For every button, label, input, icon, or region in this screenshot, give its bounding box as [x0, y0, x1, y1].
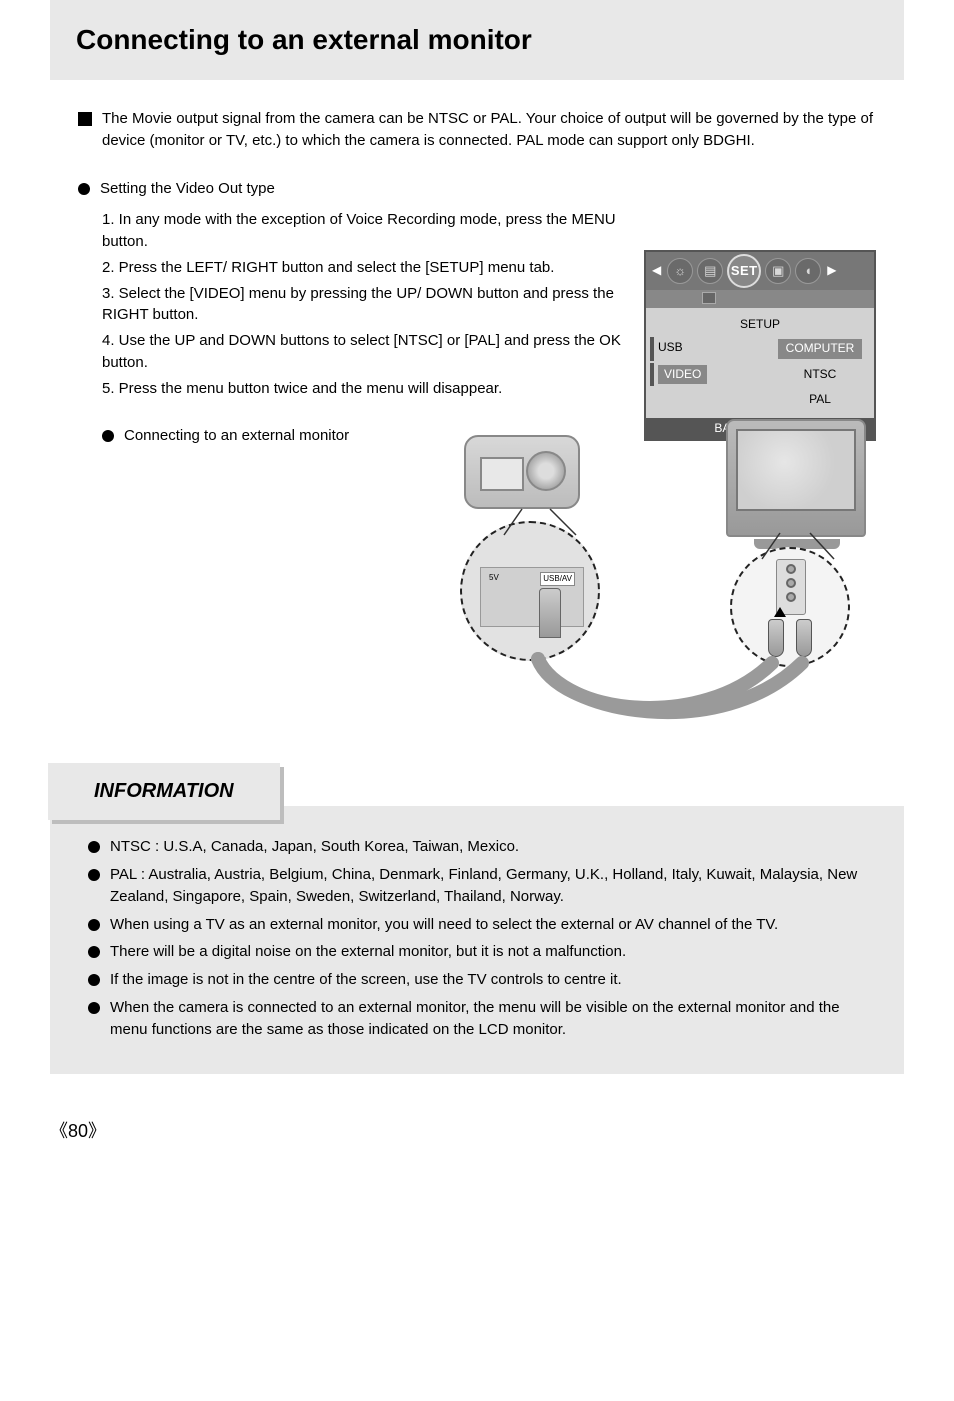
info-box: NTSC : U.S.A, Canada, Japan, South Korea… [50, 806, 904, 1074]
info-item: When using a TV as an external monitor, … [88, 914, 878, 936]
info-title: INFORMATION [48, 763, 280, 820]
set-icon: SET [727, 254, 761, 288]
menu-row-video: VIDEO NTSC [652, 363, 868, 386]
info-item: NTSC : U.S.A, Canada, Japan, South Korea… [88, 836, 878, 858]
square-bullet-icon [78, 112, 92, 126]
round-bullet-icon [88, 841, 100, 853]
image-icon: ▤ [697, 258, 723, 284]
menu-row-usb: USB COMPUTER [652, 337, 868, 360]
round-bullet-icon [88, 946, 100, 958]
info-text-4: If the image is not in the centre of the… [110, 969, 878, 991]
round-bullet-icon [78, 183, 90, 195]
step-1: 1. In any mode with the exception of Voi… [102, 209, 644, 253]
right-arrow-icon: ▶ [825, 262, 838, 279]
info-text-0: NTSC : U.S.A, Canada, Japan, South Korea… [110, 836, 878, 858]
sound-icon: ◖ [795, 258, 821, 284]
cable-path [450, 413, 870, 723]
globe-icon: ☼ [667, 258, 693, 284]
round-bullet-icon [88, 1002, 100, 1014]
info-text-1: PAL : Australia, Austria, Belgium, China… [110, 864, 878, 908]
section-video-out: Setting the Video Out type [78, 178, 904, 200]
menu-icon-strip: ◀ ☼ ▤ SET ▣ ◖ ▶ [646, 252, 874, 290]
connection-diagram-wrap: Connecting to an external monitor 5V USB… [50, 413, 904, 733]
menu-row-video-key: VIDEO [658, 365, 707, 384]
section-connect: Connecting to an external monitor [102, 425, 432, 447]
step-2: 2. Press the LEFT/ RIGHT button and sele… [102, 257, 644, 279]
info-text-2: When using a TV as an external monitor, … [110, 914, 878, 936]
intro: The Movie output signal from the camera … [78, 108, 904, 152]
menu-row-pal: PAL [652, 388, 868, 411]
information-section: INFORMATION NTSC : U.S.A, Canada, Japan,… [50, 763, 904, 1074]
person-icon: ▣ [765, 258, 791, 284]
menu-row-video-val: NTSC [778, 365, 862, 384]
step-3: 3. Select the [VIDEO] menu by pressing t… [102, 283, 644, 327]
menu-sub-strip [646, 290, 874, 306]
round-bullet-icon [102, 430, 114, 442]
info-item: If the image is not in the centre of the… [88, 969, 878, 991]
step-4: 4. Use the UP and DOWN buttons to select… [102, 330, 644, 374]
section1-heading: Setting the Video Out type [100, 178, 275, 200]
page-number: 80 [68, 1121, 88, 1141]
info-item: When the camera is connected to an exter… [88, 997, 878, 1041]
bracket-right-icon: 》 [88, 1121, 106, 1141]
round-bullet-icon [88, 974, 100, 986]
info-text-3: There will be a digital noise on the ext… [110, 941, 878, 963]
page-title: Connecting to an external monitor [50, 0, 904, 80]
page-number-region: 《80》 [50, 1118, 904, 1144]
round-bullet-icon [88, 919, 100, 931]
left-arrow-icon: ◀ [650, 262, 663, 279]
info-item: There will be a digital noise on the ext… [88, 941, 878, 963]
info-item: PAL : Australia, Austria, Belgium, China… [88, 864, 878, 908]
round-bullet-icon [88, 869, 100, 881]
info-text-5: When the camera is connected to an exter… [110, 997, 878, 1041]
menu-row-pal-val: PAL [778, 390, 862, 409]
menu-row-usb-key: USB [658, 339, 683, 358]
menu-row-usb-val: COMPUTER [778, 339, 862, 358]
connection-diagram: 5V USB/AV [450, 413, 870, 723]
section2-heading: Connecting to an external monitor [124, 425, 349, 447]
intro-text: The Movie output signal from the camera … [102, 108, 904, 152]
menu-body: SETUP USB COMPUTER VIDEO NTSC PAL [646, 306, 874, 418]
mini-tab-icon [702, 292, 716, 304]
bracket-left-icon: 《 [50, 1121, 68, 1141]
title-text: Connecting to an external monitor [76, 20, 532, 61]
steps-list: 1. In any mode with the exception of Voi… [102, 209, 644, 373]
menu-heading: SETUP [652, 314, 868, 337]
